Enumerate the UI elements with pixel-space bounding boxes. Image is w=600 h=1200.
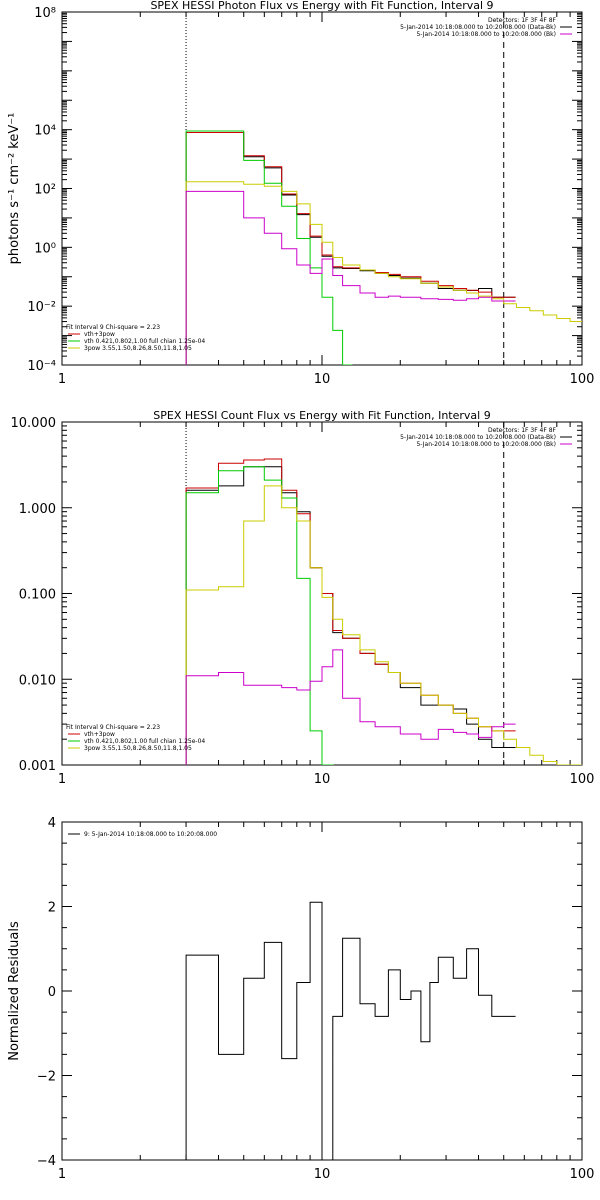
y-tick-label: 10⁴ [34, 124, 56, 139]
legend-entry: vth 0.421,0.802,1.00 full chian 1.25e-04 [84, 738, 205, 745]
series-line-2 [185, 132, 516, 365]
y-tick-label: 0 [48, 985, 56, 1000]
y-tick-label: −4 [37, 1154, 56, 1169]
y-tick-label: −2 [37, 1070, 56, 1085]
legend-entry: 5-Jan-2014 10:18:08.000 to 10:20:08.000 … [416, 31, 556, 38]
x-tick-label: 10 [314, 1167, 331, 1182]
y-tick-label: 10⁰ [34, 241, 56, 256]
x-tick-label: 10 [314, 772, 331, 787]
legend-entry: 9: 5-Jan-2014 10:18:08.000 to 10:20:08.0… [84, 831, 217, 838]
y-tick-label: 10⁻² [27, 300, 56, 315]
legend-entry: Detectors: 1F 3F 4F 8F [488, 427, 557, 434]
legend-entry: vth+3pow [84, 331, 115, 338]
legend-entry: Fit Interval 9 Chi-square = 2.23 [66, 324, 160, 331]
legend-entry: 5-Jan-2014 10:18:08.000 to 10:20:08.000 … [416, 441, 556, 448]
legend-entry: 3pow 3.55,1.50,8.26,8.50,11.8,1.05 [84, 345, 192, 352]
y-tick-label: 1.000 [19, 502, 56, 517]
series-line-5 [185, 190, 516, 365]
y-tick-label: 2 [48, 901, 56, 916]
legend-entry: Fit Interval 9 Chi-square = 2.23 [66, 724, 160, 731]
series-group [185, 458, 582, 765]
series-line-4 [185, 181, 582, 365]
y-tick-label: 10⁸ [34, 6, 56, 21]
x-tick-label: 100 [570, 772, 595, 787]
y-tick-label: 0.001 [19, 759, 56, 774]
chart-title: SPEX HESSI Photon Flux vs Energy with Fi… [150, 0, 493, 12]
y-tick-label: 10² [34, 183, 56, 198]
legend-entry: 5-Jan-2014 10:18:08.000 to 10:20:08.000 … [400, 24, 556, 31]
legend-entry: Detectors: 1F 3F 4F 8F [488, 17, 557, 24]
y-tick-label: 0.100 [19, 588, 56, 603]
chart-panel-3: 1 10 100 −4 −2 0 2 4 Normalized Residuals 9: 5-Ja… [7, 816, 594, 1182]
x-tick-label: 1 [58, 772, 66, 787]
chart-panel-1: SPEX HESSI Photon Flux vs Energy with Fi… [7, 0, 594, 387]
series-line-1 [185, 466, 516, 765]
series-group [185, 130, 582, 365]
x-tick-label: 100 [570, 1167, 595, 1182]
y-axis-label: Normalized Residuals [7, 921, 22, 1061]
series-line-5 [185, 649, 516, 765]
series-group [185, 901, 516, 1160]
legend-entry: vth+3pow [84, 731, 115, 738]
series-line-3 [185, 466, 334, 765]
x-tick-label: 1 [58, 372, 66, 387]
y-axis-label: photons s⁻¹ cm⁻² keV⁻¹ [7, 113, 22, 265]
legend-entry: vth 0.421,0.802,1.00 full chian 1.25e-04 [84, 338, 205, 345]
y-tick-label: 4 [48, 816, 56, 831]
y-tick-label: 0.010 [19, 673, 56, 688]
chart-title: SPEX HESSI Count Flux vs Energy with Fit… [153, 409, 490, 422]
x-tick-label: 1 [58, 1167, 66, 1182]
y-tick-label: 10⁻⁴ [27, 359, 56, 374]
legend-entry: 5-Jan-2014 10:18:08.000 to 10:20:08.000 … [400, 434, 556, 441]
series-line-4 [185, 485, 582, 765]
series-line-1 [185, 901, 516, 1160]
legend-entry: 3pow 3.55,1.50,8.26,8.50,11.8,1.05 [84, 745, 192, 752]
x-tick-label: 100 [570, 372, 595, 387]
series-line-3 [185, 130, 353, 365]
y-tick-label: 10.000 [11, 416, 57, 431]
series-line-1 [185, 132, 516, 365]
chart-panel-2: SPEX HESSI Count Flux vs Energy with Fit… [11, 409, 595, 787]
x-tick-label: 10 [314, 372, 331, 387]
